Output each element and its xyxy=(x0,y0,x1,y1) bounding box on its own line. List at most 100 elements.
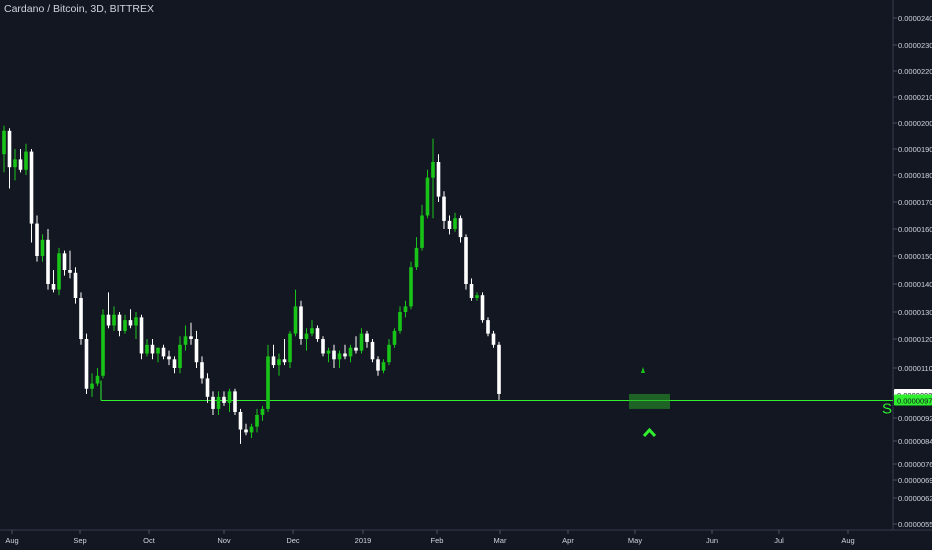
candle-body xyxy=(436,162,441,197)
candle xyxy=(128,309,133,329)
candle xyxy=(123,314,127,334)
candle xyxy=(95,368,100,387)
candle xyxy=(62,250,67,276)
candle-body xyxy=(128,320,133,326)
time-tick-label: May xyxy=(628,536,642,545)
candle xyxy=(376,356,380,376)
candle xyxy=(222,391,226,406)
candle xyxy=(282,339,287,366)
candle xyxy=(112,306,116,331)
candle xyxy=(442,191,446,229)
candle-body xyxy=(117,314,122,331)
candle-body xyxy=(348,347,353,357)
candle xyxy=(57,247,61,296)
candle-body xyxy=(420,215,424,248)
candle xyxy=(491,330,496,348)
candle-body xyxy=(491,333,496,345)
candle-body xyxy=(475,295,479,298)
candle xyxy=(458,215,463,243)
candle xyxy=(150,339,155,360)
candle xyxy=(194,330,199,368)
price-tick-label: 0.00002400 xyxy=(898,14,932,23)
candle-body xyxy=(469,284,474,298)
candle-body xyxy=(310,328,314,334)
candle xyxy=(420,204,424,251)
candle xyxy=(167,350,171,366)
support-zone xyxy=(629,393,670,409)
support-price-tag-bg xyxy=(894,394,932,406)
candle xyxy=(79,292,83,345)
candle-body xyxy=(101,314,105,376)
candle-body xyxy=(354,347,358,351)
candle xyxy=(205,373,210,403)
candle xyxy=(101,309,105,379)
candle-body xyxy=(139,317,144,354)
candle xyxy=(398,306,402,334)
candle xyxy=(475,292,479,301)
candle xyxy=(134,312,138,339)
candle-body xyxy=(35,223,39,256)
time-tick-label: Jun xyxy=(706,536,718,545)
candle-body xyxy=(205,378,210,397)
candle xyxy=(436,154,441,202)
candle xyxy=(497,341,501,400)
support-group xyxy=(100,380,893,409)
candle-body xyxy=(7,130,12,168)
candle xyxy=(139,314,144,360)
candle-body xyxy=(442,196,446,221)
candle-body xyxy=(447,220,452,229)
candle xyxy=(211,391,215,415)
candle-body xyxy=(277,359,281,366)
candle-body xyxy=(304,333,309,339)
candle xyxy=(387,339,391,366)
annotations xyxy=(641,367,657,438)
candle-body xyxy=(84,339,89,389)
candle xyxy=(35,215,39,262)
time-tick-label: Oct xyxy=(143,536,156,545)
candle-body xyxy=(145,344,149,354)
candle-body xyxy=(167,356,171,360)
candle xyxy=(288,330,292,368)
candle-body xyxy=(172,359,177,368)
candle xyxy=(249,423,254,439)
candle xyxy=(46,229,50,290)
candle-body xyxy=(112,314,116,326)
candle-body xyxy=(106,314,111,326)
candle-body xyxy=(200,362,204,379)
small-triangle-up-icon xyxy=(641,367,645,373)
candle xyxy=(172,356,177,374)
candle xyxy=(145,339,149,357)
candle xyxy=(189,322,193,345)
candle xyxy=(29,149,34,243)
candle xyxy=(403,300,408,318)
time-tick-label: Aug xyxy=(5,536,18,545)
candle xyxy=(244,423,248,436)
time-tick-label: Aug xyxy=(841,536,854,545)
candle xyxy=(326,347,331,363)
candle xyxy=(216,391,221,415)
candle-body xyxy=(178,344,182,368)
candle-body xyxy=(315,328,320,339)
candle xyxy=(337,350,342,368)
candle xyxy=(227,388,232,412)
candle-body xyxy=(18,159,23,170)
candle-body xyxy=(62,253,67,270)
candle-body xyxy=(40,239,45,256)
candle-body xyxy=(409,267,413,307)
candle xyxy=(304,328,309,351)
candle xyxy=(469,278,474,301)
candle-body xyxy=(183,336,188,345)
candle xyxy=(51,270,56,293)
time-tick-label: Apr xyxy=(562,536,574,545)
